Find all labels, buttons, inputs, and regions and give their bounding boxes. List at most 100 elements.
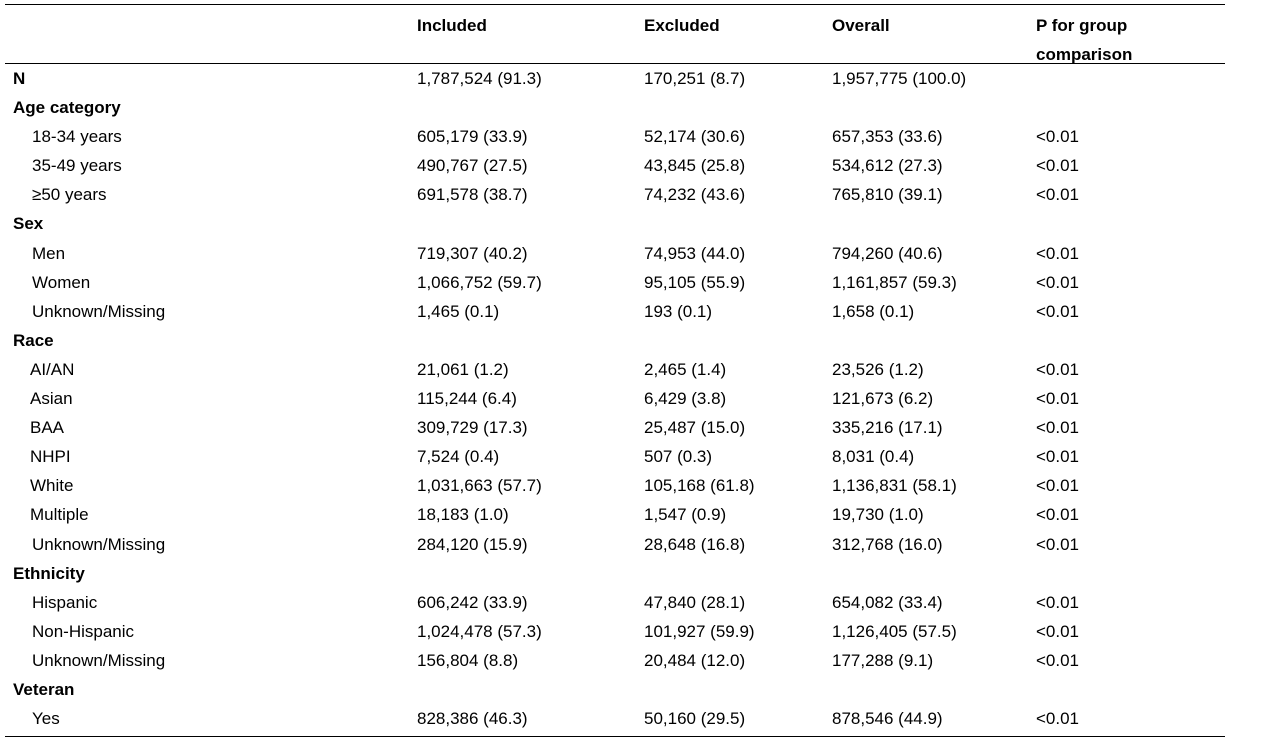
- cell-excluded: 25,487 (15.0): [644, 418, 746, 438]
- cell-excluded: 105,168 (61.8): [644, 476, 755, 496]
- table-header-rule: [5, 63, 1225, 64]
- cell-excluded: 43,845 (25.8): [644, 156, 746, 176]
- cell-excluded: 50,160 (29.5): [644, 709, 746, 729]
- row-label: 35-49 years: [32, 156, 122, 176]
- cell-included: 719,307 (40.2): [417, 243, 528, 263]
- cell-overall: 1,658 (0.1): [832, 301, 915, 321]
- cell-overall: 335,216 (17.1): [832, 418, 943, 438]
- cell-overall: 177,288 (9.1): [832, 650, 934, 670]
- row-label: Non-Hispanic: [32, 621, 135, 641]
- table-bottom-rule: [5, 736, 1225, 737]
- row-label: BAA: [30, 418, 65, 438]
- table-body: N 1,787,524 (91.3) 170,251 (8.7) 1,957,7…: [0, 64, 1280, 733]
- table-top-rule: [5, 4, 1225, 5]
- row-label: Race: [13, 330, 54, 350]
- row-label: Sex: [13, 214, 44, 234]
- cell-included: 606,242 (33.9): [417, 592, 528, 612]
- table-row: Veteran: [0, 675, 1280, 704]
- column-header-overall: Overall: [832, 16, 890, 35]
- column-header-p-value: P for group comparison: [1036, 16, 1133, 64]
- column-header-excluded: Excluded: [644, 16, 720, 35]
- cell-excluded: 74,232 (43.6): [644, 185, 746, 205]
- table-row: Hispanic 606,242 (33.9) 47,840 (28.1) 65…: [0, 588, 1280, 617]
- cell-overall: 312,768 (16.0): [832, 534, 943, 554]
- table-row: Yes 828,386 (46.3) 50,160 (29.5) 878,546…: [0, 704, 1280, 733]
- cell-p-value: <0.01: [1036, 359, 1080, 379]
- cell-included: 7,524 (0.4): [417, 447, 500, 467]
- cell-p-value: <0.01: [1036, 418, 1080, 438]
- table-row: Unknown/Missing 156,804 (8.8) 20,484 (12…: [0, 646, 1280, 675]
- table-row: BAA 309,729 (17.3) 25,487 (15.0) 335,216…: [0, 413, 1280, 442]
- cell-overall: 1,136,831 (58.1): [832, 476, 957, 496]
- cell-excluded: 52,174 (30.6): [644, 127, 746, 147]
- cell-included: 115,244 (6.4): [417, 389, 517, 409]
- cell-excluded: 47,840 (28.1): [644, 592, 746, 612]
- cell-excluded: 6,429 (3.8): [644, 389, 727, 409]
- cell-excluded: 170,251 (8.7): [644, 69, 746, 88]
- cell-overall: 121,673 (6.2): [832, 389, 934, 409]
- cell-included: 691,578 (38.7): [417, 185, 528, 205]
- table-row: NHPI 7,524 (0.4) 507 (0.3) 8,031 (0.4) <…: [0, 442, 1280, 471]
- row-label: White: [30, 476, 74, 496]
- cell-included: 828,386 (46.3): [417, 709, 528, 729]
- cell-included: 490,767 (27.5): [417, 156, 528, 176]
- row-label: Unknown/Missing: [32, 534, 166, 554]
- table-row: Unknown/Missing 284,120 (15.9) 28,648 (1…: [0, 530, 1280, 559]
- row-label: 18-34 years: [32, 127, 122, 147]
- cell-overall: 23,526 (1.2): [832, 359, 924, 379]
- cell-p-value: <0.01: [1036, 650, 1080, 670]
- table-row: Unknown/Missing 1,465 (0.1) 193 (0.1) 1,…: [0, 297, 1280, 326]
- table-row: White 1,031,663 (57.7) 105,168 (61.8) 1,…: [0, 471, 1280, 500]
- table-row: 35-49 years 490,767 (27.5) 43,845 (25.8)…: [0, 151, 1280, 180]
- cell-p-value: <0.01: [1036, 592, 1080, 612]
- cell-overall: 534,612 (27.3): [832, 156, 943, 176]
- cell-included: 1,465 (0.1): [417, 301, 500, 321]
- cell-overall: 1,161,857 (59.3): [832, 272, 957, 292]
- row-label: ≥50 years: [32, 185, 107, 205]
- cell-p-value: <0.01: [1036, 621, 1080, 641]
- cell-p-value: <0.01: [1036, 156, 1080, 176]
- cell-overall: 878,546 (44.9): [832, 709, 943, 729]
- row-label: Age category: [13, 98, 121, 118]
- cell-overall: 794,260 (40.6): [832, 243, 943, 263]
- cell-included: 1,024,478 (57.3): [417, 621, 542, 641]
- row-label: Multiple: [30, 505, 89, 525]
- row-label: Yes: [32, 709, 60, 729]
- column-header-included: Included: [417, 16, 487, 35]
- table-row: Race: [0, 326, 1280, 355]
- row-label: Unknown/Missing: [32, 301, 166, 321]
- row-label: NHPI: [30, 447, 71, 467]
- table-row: ≥50 years 691,578 (38.7) 74,232 (43.6) 7…: [0, 180, 1280, 209]
- cell-p-value: <0.01: [1036, 476, 1080, 496]
- table-row: Women 1,066,752 (59.7) 95,105 (55.9) 1,1…: [0, 268, 1280, 297]
- cell-excluded: 74,953 (44.0): [644, 243, 746, 263]
- cell-excluded: 507 (0.3): [644, 447, 713, 467]
- cell-included: 1,787,524 (91.3): [417, 69, 542, 88]
- cell-included: 1,031,663 (57.7): [417, 476, 542, 496]
- cell-included: 284,120 (15.9): [417, 534, 528, 554]
- table-row: 18-34 years 605,179 (33.9) 52,174 (30.6)…: [0, 122, 1280, 151]
- table-row: Age category: [0, 93, 1280, 122]
- row-label: Men: [32, 243, 66, 263]
- cell-p-value: <0.01: [1036, 185, 1080, 205]
- cell-included: 18,183 (1.0): [417, 505, 509, 525]
- cell-included: 156,804 (8.8): [417, 650, 519, 670]
- row-label: Asian: [30, 389, 73, 409]
- cell-excluded: 193 (0.1): [644, 301, 713, 321]
- cell-overall: 654,082 (33.4): [832, 592, 943, 612]
- table-row: Non-Hispanic 1,024,478 (57.3) 101,927 (5…: [0, 617, 1280, 646]
- row-label: Hispanic: [32, 592, 98, 612]
- cell-p-value: <0.01: [1036, 534, 1080, 554]
- cell-included: 21,061 (1.2): [417, 359, 509, 379]
- cell-p-value: <0.01: [1036, 505, 1080, 525]
- cell-p-value: <0.01: [1036, 243, 1080, 263]
- row-label: Unknown/Missing: [32, 650, 166, 670]
- table-row: N 1,787,524 (91.3) 170,251 (8.7) 1,957,7…: [0, 64, 1280, 93]
- row-label: Veteran: [13, 679, 75, 699]
- cell-overall: 765,810 (39.1): [832, 185, 943, 205]
- cell-p-value: <0.01: [1036, 127, 1080, 147]
- table-row: Asian 115,244 (6.4) 6,429 (3.8) 121,673 …: [0, 384, 1280, 413]
- cell-excluded: 2,465 (1.4): [644, 359, 727, 379]
- cell-overall: 8,031 (0.4): [832, 447, 915, 467]
